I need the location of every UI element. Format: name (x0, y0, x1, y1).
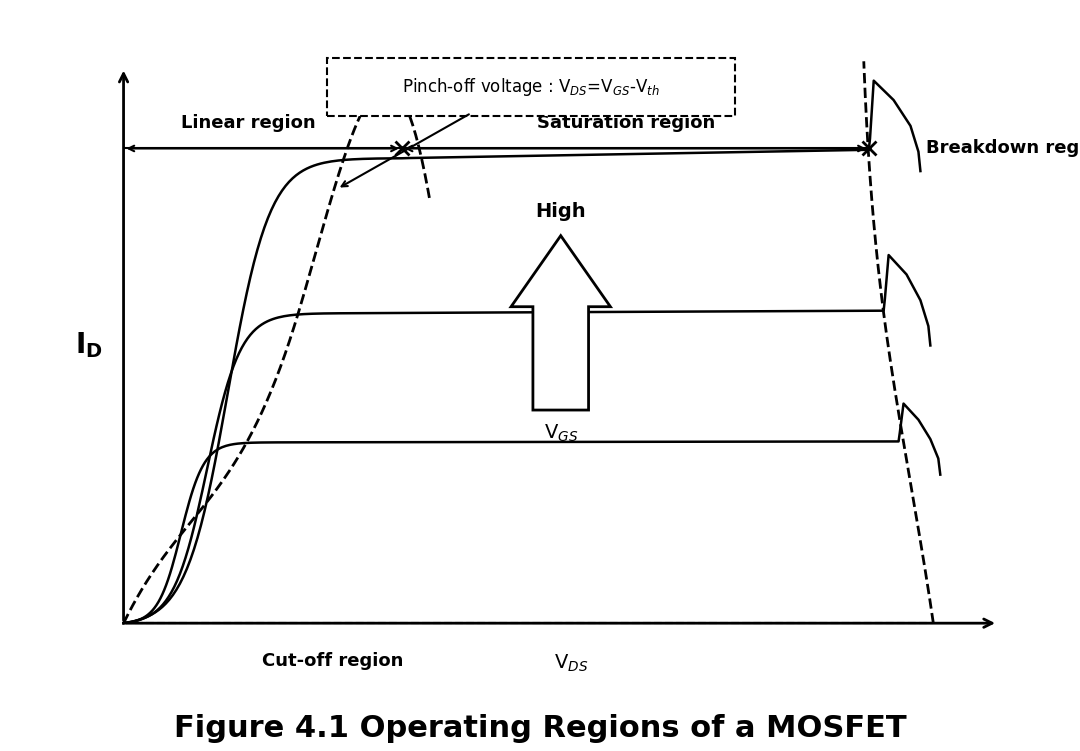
Text: Saturation region: Saturation region (537, 114, 715, 132)
Text: Figure 4.1 Operating Regions of a MOSFET: Figure 4.1 Operating Regions of a MOSFET (174, 714, 906, 743)
Text: V$_{DS}$: V$_{DS}$ (554, 652, 588, 674)
FancyBboxPatch shape (327, 58, 734, 116)
Text: Linear region: Linear region (181, 114, 316, 132)
Text: High: High (536, 203, 586, 222)
Text: Pinch-off voltage : V$_{DS}$=V$_{GS}$-V$_{th}$: Pinch-off voltage : V$_{DS}$=V$_{GS}$-V$… (402, 76, 660, 98)
Text: $\mathbf{I_D}$: $\mathbf{I_D}$ (75, 330, 103, 360)
Polygon shape (511, 236, 610, 410)
Text: Breakdown region: Breakdown region (926, 140, 1080, 158)
Text: V$_{GS}$: V$_{GS}$ (543, 423, 578, 445)
Text: Cut-off region: Cut-off region (261, 652, 403, 670)
